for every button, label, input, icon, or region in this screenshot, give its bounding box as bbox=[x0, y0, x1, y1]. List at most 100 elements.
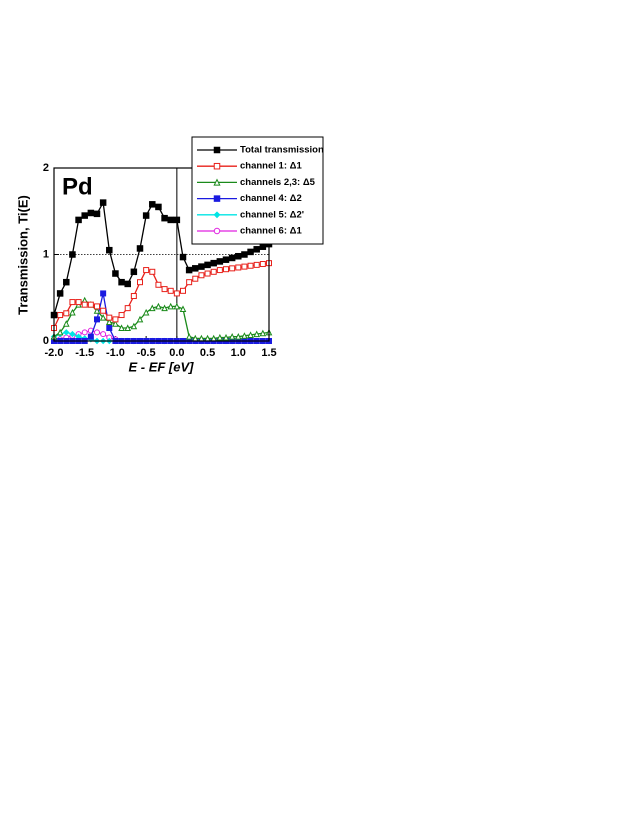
data-point bbox=[106, 325, 113, 332]
data-point bbox=[241, 263, 248, 270]
data-point bbox=[228, 333, 236, 340]
data-point bbox=[198, 272, 205, 279]
data-point bbox=[167, 302, 175, 310]
legend-marker bbox=[213, 146, 221, 154]
x-tick-label: 0.5 bbox=[200, 347, 215, 359]
data-point bbox=[198, 334, 205, 342]
data-point bbox=[99, 199, 107, 206]
data-point bbox=[143, 267, 150, 274]
legend-marker bbox=[213, 211, 221, 219]
x-tick-label: -1.0 bbox=[106, 347, 125, 359]
data-point bbox=[241, 251, 248, 258]
data-point bbox=[259, 261, 266, 268]
data-point bbox=[247, 331, 254, 338]
legend-marker bbox=[213, 178, 221, 186]
y-tick-label: 1 bbox=[43, 248, 49, 260]
data-point bbox=[179, 253, 187, 261]
legend-label: channel 5: Δ2' bbox=[240, 209, 304, 220]
data-point bbox=[112, 320, 119, 327]
data-point bbox=[186, 279, 193, 286]
data-point bbox=[81, 329, 88, 336]
data-point bbox=[204, 270, 211, 277]
data-point bbox=[167, 216, 174, 224]
data-point bbox=[106, 246, 113, 254]
x-tick-label: 1.0 bbox=[231, 347, 246, 359]
data-point bbox=[247, 262, 254, 269]
x-tick-label: -2.0 bbox=[45, 347, 64, 359]
data-point bbox=[62, 320, 70, 327]
data-point bbox=[100, 307, 107, 314]
data-point bbox=[216, 333, 224, 341]
data-point bbox=[180, 287, 186, 294]
data-point bbox=[136, 245, 144, 252]
data-point bbox=[130, 268, 138, 276]
x-tick-label: -1.5 bbox=[75, 347, 94, 359]
data-point bbox=[161, 286, 168, 293]
data-point bbox=[155, 281, 162, 288]
data-point bbox=[69, 299, 76, 306]
data-point bbox=[210, 259, 217, 267]
data-point bbox=[259, 243, 267, 250]
data-point bbox=[93, 210, 101, 218]
data-point bbox=[234, 333, 242, 340]
data-point bbox=[99, 314, 107, 321]
data-point bbox=[69, 308, 76, 316]
y-axis-label: Transmission, Ti(E) bbox=[15, 195, 30, 315]
data-point bbox=[130, 293, 137, 300]
data-point bbox=[210, 268, 217, 275]
annotation: Pd bbox=[62, 173, 93, 200]
series-line bbox=[53, 262, 270, 329]
data-point bbox=[167, 287, 174, 294]
data-point bbox=[118, 324, 125, 332]
legend-marker bbox=[213, 195, 221, 202]
data-point bbox=[223, 266, 229, 273]
data-point bbox=[81, 301, 88, 308]
data-point bbox=[57, 312, 64, 319]
data-point bbox=[161, 304, 168, 312]
data-point bbox=[247, 248, 254, 256]
data-point bbox=[228, 254, 236, 262]
data-point bbox=[204, 334, 211, 342]
plot-frame bbox=[53, 167, 270, 342]
data-point bbox=[100, 331, 107, 338]
data-point bbox=[210, 334, 218, 342]
data-point bbox=[94, 303, 100, 310]
data-point bbox=[192, 265, 199, 272]
data-point bbox=[118, 278, 125, 286]
data-point bbox=[69, 330, 76, 338]
data-point bbox=[63, 329, 70, 336]
data-point bbox=[253, 261, 260, 268]
data-point bbox=[142, 212, 150, 219]
data-point bbox=[87, 301, 94, 308]
legend-label: channel 6: Δ1 bbox=[240, 226, 302, 237]
data-point bbox=[185, 266, 193, 274]
data-point bbox=[124, 324, 132, 332]
data-point bbox=[105, 318, 113, 325]
data-point bbox=[149, 201, 156, 208]
data-point bbox=[137, 279, 143, 286]
x-tick-label: -0.5 bbox=[137, 347, 156, 359]
data-point bbox=[63, 310, 70, 317]
data-point bbox=[106, 314, 113, 321]
data-point bbox=[235, 264, 242, 271]
data-point bbox=[155, 302, 162, 310]
data-point bbox=[112, 316, 119, 323]
data-point bbox=[191, 334, 199, 342]
data-point bbox=[100, 290, 107, 297]
data-point bbox=[253, 330, 261, 338]
data-point bbox=[75, 299, 82, 306]
data-point bbox=[185, 333, 193, 340]
data-point bbox=[94, 329, 100, 336]
legend-marker bbox=[213, 227, 221, 235]
data-point bbox=[216, 258, 224, 265]
data-point bbox=[118, 312, 125, 319]
y-tick-label: 0 bbox=[43, 335, 49, 347]
x-tick-label: 1.5 bbox=[261, 347, 276, 359]
data-point bbox=[235, 252, 242, 260]
legend-label: Total transmission bbox=[240, 145, 324, 156]
legend-marker bbox=[213, 162, 221, 170]
data-point bbox=[56, 290, 64, 297]
data-point bbox=[124, 305, 131, 312]
